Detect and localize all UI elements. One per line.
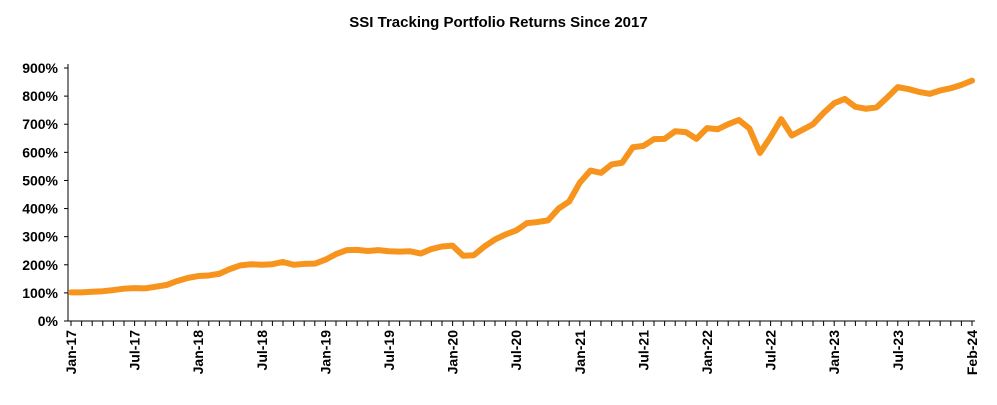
x-tick-label: Jan-20 [445, 330, 461, 375]
x-tick-label: Jul-17 [127, 330, 143, 371]
x-tick-label: Jan-19 [317, 330, 333, 375]
x-tick-label: Jan-22 [699, 330, 715, 375]
y-tick-label: 600% [22, 144, 58, 160]
x-tick-label: Feb-24 [964, 330, 980, 375]
series-group [68, 77, 975, 296]
y-tick-label: 400% [22, 201, 58, 217]
x-tick-label: Jul-22 [763, 330, 779, 371]
x-tick-label: Jul-21 [635, 330, 651, 371]
y-tick-label: 100% [22, 285, 58, 301]
x-tick-label: Jul-23 [890, 330, 906, 371]
y-axis: 0% 100% 200% 300% 400% 500% 600% 700% 800% 900% [22, 60, 69, 329]
y-tick-label: 900% [22, 60, 58, 76]
y-tick-label: 500% [22, 172, 58, 188]
y-tick-label: 200% [22, 257, 58, 273]
x-axis: Jan-17 Jul-17 Jan-18 Jul-18 Jan-19 Jul-19 Jan-… [63, 320, 980, 375]
chart-title: SSI Tracking Portfolio Returns Since 201… [349, 14, 648, 31]
x-tick-label: Jan-21 [572, 330, 588, 375]
x-tick-label: Jan-23 [826, 330, 842, 375]
series-line [68, 77, 975, 296]
x-tick-label: Jan-18 [190, 330, 206, 375]
y-tick-label: 0% [38, 313, 59, 329]
x-tick-label: Jan-17 [63, 330, 79, 375]
x-tick-label: Jul-18 [254, 330, 270, 371]
x-tick-label: Jul-19 [381, 330, 397, 371]
x-tick-label: Jul-20 [508, 330, 524, 371]
y-tick-label: 700% [22, 116, 58, 132]
y-tick-label: 800% [22, 88, 58, 104]
y-tick-label: 300% [22, 229, 58, 245]
